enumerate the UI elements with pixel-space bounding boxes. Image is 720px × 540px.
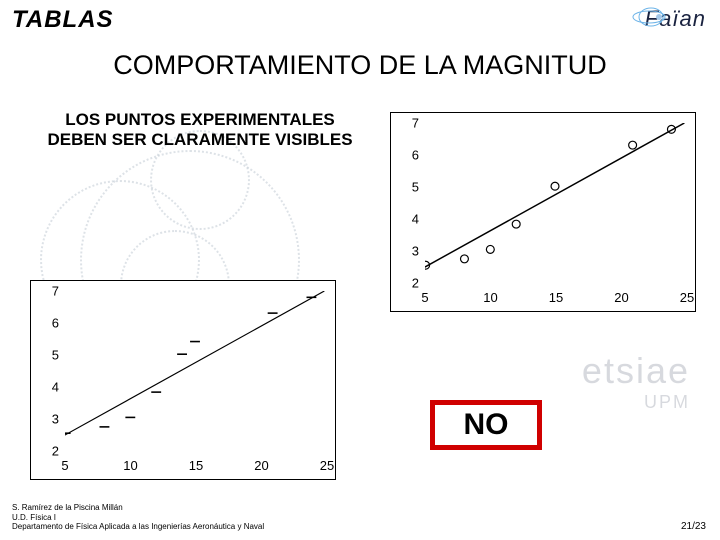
y-tick-label: 7 bbox=[35, 284, 59, 299]
y-tick-label: 6 bbox=[395, 148, 419, 163]
institution-watermark: etsiae UPM bbox=[582, 350, 690, 413]
section-title: TABLAS bbox=[12, 6, 114, 34]
x-tick-label: 25 bbox=[320, 458, 334, 473]
y-tick-label: 5 bbox=[395, 180, 419, 195]
instruction-text: LOS PUNTOS EXPERIMENTALES DEBEN SER CLAR… bbox=[40, 110, 360, 151]
x-tick-label: 10 bbox=[123, 458, 137, 473]
x-tick-label: 20 bbox=[614, 290, 628, 305]
chart-b-plot bbox=[65, 291, 325, 449]
footer-dept1: U.D. Física I bbox=[12, 513, 264, 523]
y-tick-label: 3 bbox=[35, 412, 59, 427]
chart-bad-example: 2 3 4 5 6 7 5 10 15 20 25 bbox=[30, 280, 336, 480]
footer-author: S. Ramírez de la Piscina Millán bbox=[12, 503, 264, 513]
y-tick-label: 4 bbox=[35, 380, 59, 395]
brand-logo: Faïan bbox=[645, 6, 706, 32]
y-tick-label: 5 bbox=[35, 348, 59, 363]
y-tick-label: 3 bbox=[395, 244, 419, 259]
chart-a-plot bbox=[425, 123, 685, 281]
chart-good-example: 2 3 4 5 6 7 5 10 15 20 25 bbox=[390, 112, 696, 312]
logo-icon bbox=[631, 4, 671, 30]
no-label: NO bbox=[464, 408, 509, 442]
x-tick-label: 25 bbox=[680, 290, 694, 305]
page-number: 21/23 bbox=[681, 521, 706, 532]
y-tick-label: 7 bbox=[395, 116, 419, 131]
x-tick-label: 10 bbox=[483, 290, 497, 305]
watermark-line1: etsiae bbox=[582, 350, 690, 392]
x-tick-label: 20 bbox=[254, 458, 268, 473]
x-tick-label: 15 bbox=[189, 458, 203, 473]
y-tick-label: 4 bbox=[395, 212, 419, 227]
page-title: COMPORTAMIENTO DE LA MAGNITUD bbox=[0, 50, 720, 81]
x-tick-label: 5 bbox=[421, 290, 428, 305]
x-tick-label: 5 bbox=[61, 458, 68, 473]
x-tick-label: 15 bbox=[549, 290, 563, 305]
footer-dept2: Departamento de Física Aplicada a las In… bbox=[12, 522, 264, 532]
footer: S. Ramírez de la Piscina Millán U.D. Fís… bbox=[12, 503, 264, 532]
y-tick-label: 6 bbox=[35, 316, 59, 331]
header: TABLAS bbox=[0, 0, 720, 34]
y-tick-label: 2 bbox=[35, 444, 59, 459]
watermark-line2: UPM bbox=[582, 392, 690, 413]
y-tick-label: 2 bbox=[395, 276, 419, 291]
no-callout: NO bbox=[430, 400, 542, 450]
